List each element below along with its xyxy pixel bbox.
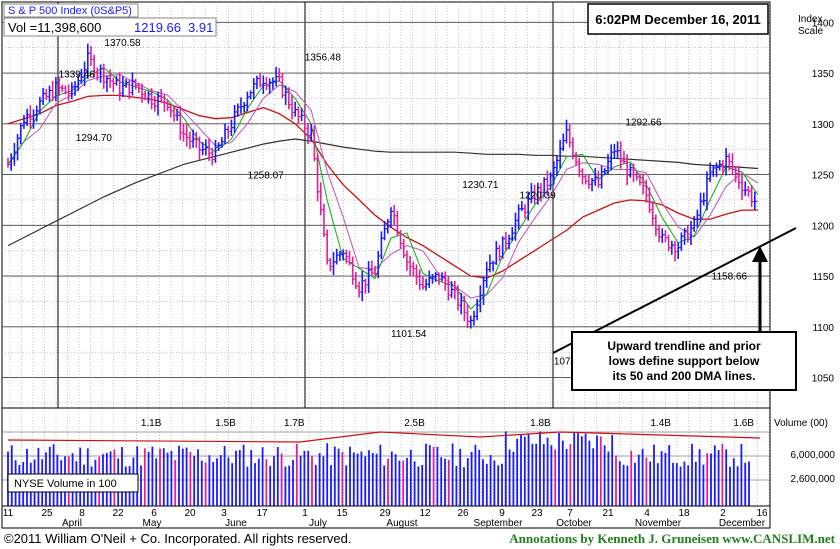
ma200-path: [7, 138, 759, 247]
date-day-label: 9: [499, 508, 505, 519]
price-tick-label: 1050: [812, 374, 835, 385]
date-month-label: July: [309, 518, 327, 529]
date-day-label: 2: [720, 508, 726, 519]
price-tick-labels: 1050 1100 1150 1200 1250 1300 1350 1400: [812, 18, 835, 384]
date-day-label: 21: [602, 508, 614, 519]
price-annotation-label: 1356.48: [305, 52, 342, 63]
price-tick-label: 1200: [812, 221, 835, 232]
price-tick-label: 1300: [812, 120, 835, 131]
date-month-label: June: [225, 518, 247, 529]
volume-bars: [7, 431, 761, 506]
date-month-label: August: [386, 518, 417, 529]
date-month-label: October: [556, 518, 592, 529]
price-tick-label: 1250: [812, 171, 835, 182]
timestamp: 6:02PM December 16, 2011: [595, 12, 761, 27]
price-annotation-label: 1101.54: [391, 329, 427, 340]
price-annotation-label: 1220.39: [520, 191, 557, 202]
price-annotation-label: 1370.58: [104, 38, 141, 49]
price-tick-label: 1350: [812, 69, 835, 80]
volume-tick-1: 6,000,000: [791, 450, 836, 461]
date-month-label: September: [474, 518, 524, 529]
annotation-arrow-head: [752, 246, 768, 262]
date-day-label: 25: [41, 508, 53, 519]
volume-peak-label: 1.6B: [733, 418, 754, 429]
date-day-label: 23: [531, 508, 543, 519]
date-day-label: 1: [302, 508, 308, 519]
volume-peak-label: 1.8B: [530, 418, 551, 429]
annotation-line-3: its 50 and 200 DMA lines.: [613, 369, 756, 383]
date-month-label: April: [62, 518, 82, 529]
price-annotation-label: 1230.71: [462, 180, 499, 191]
price-annotation-label: 1258.07: [248, 170, 285, 181]
date-day-label: 8: [79, 508, 85, 519]
date-month-label: November: [635, 518, 682, 529]
date-day-label: 26: [457, 508, 469, 519]
date-month-label: May: [143, 518, 162, 529]
date-day-label: 15: [336, 508, 348, 519]
date-axis: [1, 505, 771, 529]
volume-labels: 1.1B 1.5B 1.7B 2.5B 1.8B 1.4B 1.6B: [141, 418, 754, 429]
volume-peak-label: 1.5B: [215, 418, 236, 429]
price-annotation-label: 1158.66: [712, 271, 748, 282]
date-day-label: 22: [112, 508, 124, 519]
volume-peak-label: 1.4B: [650, 418, 671, 429]
copyright: ©2011 William O'Neil + Co. Incorporated.…: [4, 531, 351, 546]
volume-axis-title: Volume (00): [774, 418, 828, 429]
date-labels: 11 25 8 22 6 20 3 17 1 15 29 12 26 9 23 7 21 4 18 2 16 April M…: [3, 508, 768, 529]
annotation-line-1: Upward trendline and prior: [607, 339, 761, 353]
price-tick-label: 1100: [812, 323, 834, 334]
date-day-label: 18: [678, 508, 690, 519]
vol-readout: Vol =11,398,600: [8, 20, 101, 35]
date-day-label: 12: [419, 508, 431, 519]
price-annotations: 1339.46 1370.58 1294.70 1258.07 1356.48 1101.…: [59, 38, 748, 367]
ma50-line: [7, 94, 758, 279]
date-day-label: 11: [3, 508, 14, 519]
date-day-label: 4: [644, 508, 650, 519]
timestamp-box: [587, 3, 769, 35]
price-axis-title-2: Scale: [798, 26, 823, 37]
ma200-line: [7, 138, 759, 247]
date-day-label: 16: [756, 508, 768, 519]
volume-peak-label: 1.1B: [141, 418, 162, 429]
volume-tick-2: 2,600,000: [791, 474, 836, 485]
title-box: [3, 3, 139, 18]
price-annotation-label: 1292.66: [625, 117, 662, 128]
annotator-credit: Annotations by Kenneth J. Gruneisen www.…: [509, 531, 835, 546]
date-day-label: 20: [184, 508, 196, 519]
index-title: S & P 500 Index (0S&P5): [8, 5, 132, 17]
volume-label-box: [7, 473, 139, 493]
annotation-box: [571, 331, 797, 391]
vol-box: [3, 17, 217, 37]
date-day-label: 17: [256, 508, 268, 519]
volume-label: NYSE Volume in 100: [14, 478, 117, 490]
price-annotation-label: 1339.46: [59, 70, 96, 81]
price-annotation-label: 1294.70: [76, 133, 113, 144]
price-bars: [7, 43, 758, 329]
last-price: 1219.66: [134, 20, 181, 35]
volume-peak-label: 1.7B: [284, 418, 305, 429]
price-change: 3.91: [188, 20, 213, 35]
date-day-label: 29: [379, 508, 391, 519]
ma50-path: [7, 94, 758, 279]
price-tick-label: 1400: [812, 18, 835, 29]
volume-avg-line: [7, 431, 761, 443]
price-axis-title-1: Index: [798, 14, 822, 25]
annotation-line-2: lows define support below: [609, 354, 760, 368]
date-day-label: 7: [567, 508, 573, 519]
price-tick-label: 1150: [812, 272, 834, 283]
date-day-label: 6: [151, 508, 157, 519]
volume-peak-label: 2.5B: [404, 418, 425, 429]
date-month-label: December: [719, 518, 766, 529]
date-day-label: 3: [221, 508, 227, 519]
